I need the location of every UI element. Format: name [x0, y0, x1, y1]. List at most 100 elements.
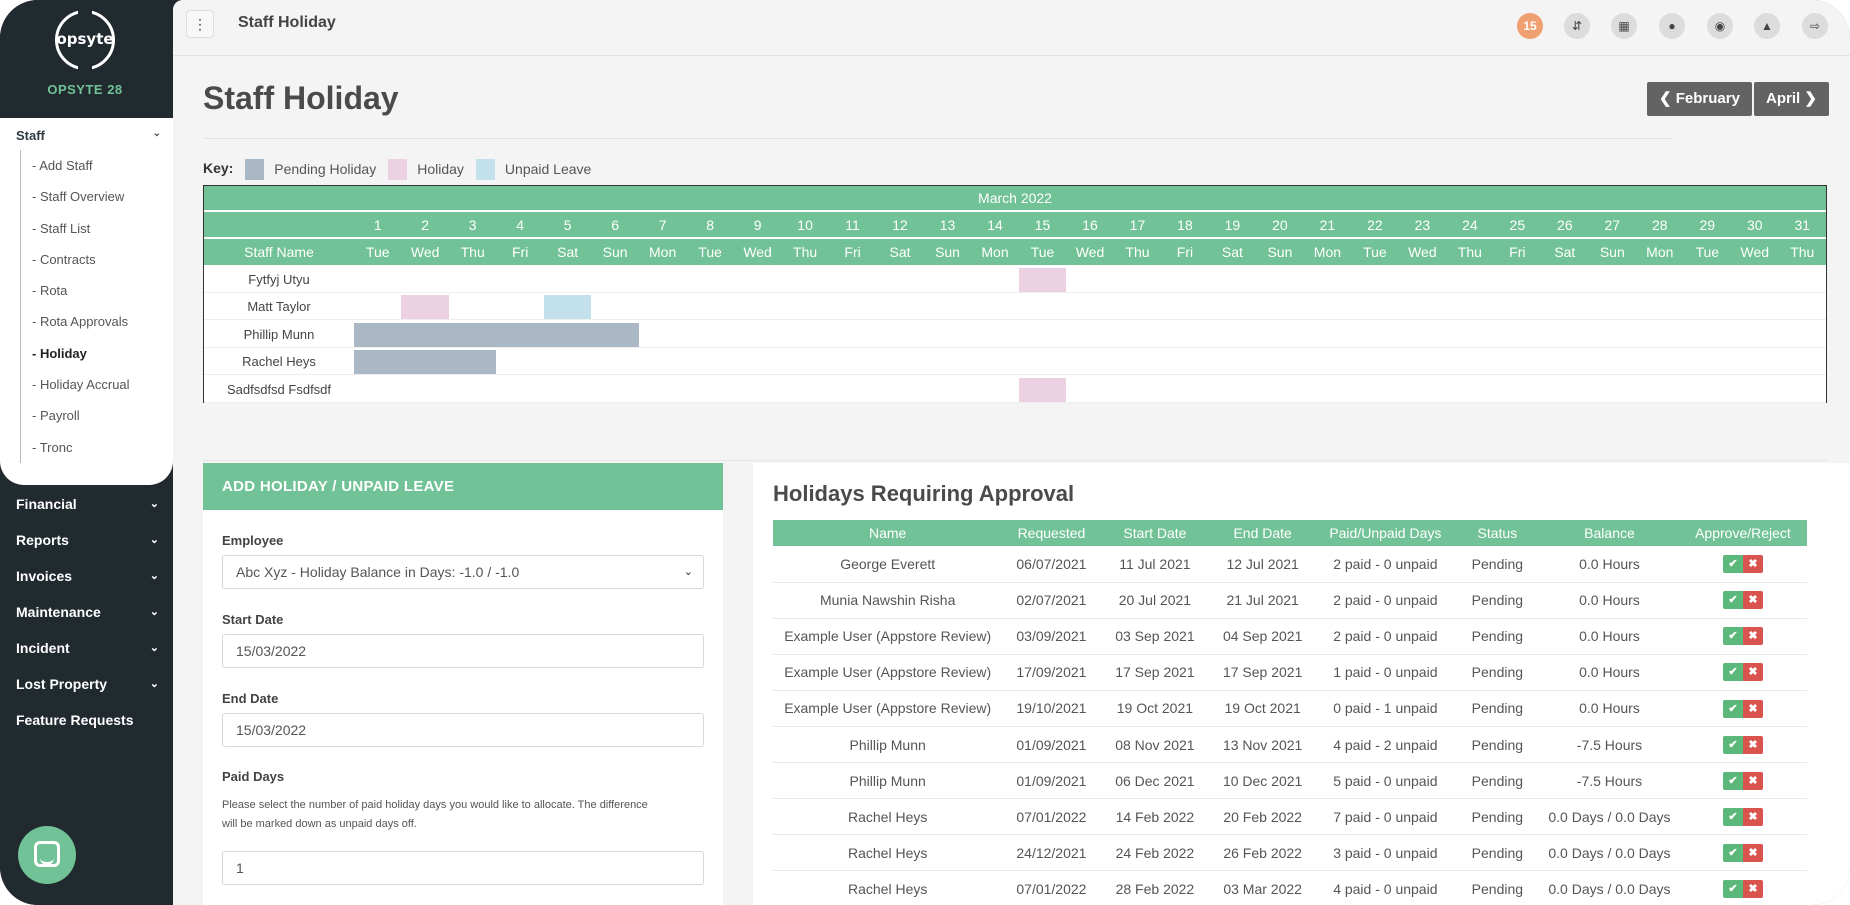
approve-button[interactable]: ✔	[1722, 627, 1743, 646]
approve-button[interactable]: ✔	[1722, 554, 1743, 573]
next-month-label: April	[1766, 90, 1801, 107]
approve-button[interactable]: ✔	[1722, 735, 1743, 754]
globe-icon[interactable]: ◉	[1707, 13, 1733, 39]
end-date-field[interactable]: 15/03/2022	[222, 713, 704, 747]
approve-button[interactable]: ✔	[1722, 807, 1743, 826]
day-name: Wed	[1740, 244, 1770, 260]
approve-button[interactable]: ✔	[1722, 843, 1743, 862]
table-cell: 0.0 Hours	[1540, 546, 1679, 583]
calendar-day-numbers: 1 2 3 4 5 6 7 8 9 10 11 12 13 14 15 16 17 18 19 20 21 22 23 24 2…	[204, 212, 1826, 238]
table-row: Rachel Heys 07/01/2022 28 Feb 2022 03 Mar 2…	[773, 870, 1807, 905]
start-date-field[interactable]: 15/03/2022	[222, 634, 704, 668]
holiday-block-holiday[interactable]	[401, 295, 449, 320]
table-cell: 5 paid - 0 unpaid	[1316, 762, 1455, 800]
table-cell: 03/09/2021	[1002, 618, 1101, 655]
sidebar-item-staff[interactable]: Staff ⌄	[16, 128, 161, 143]
sidebar-item-financial[interactable]: Financial ⌄	[0, 486, 173, 522]
table-cell: 0.0 Days / 0.0 Days	[1540, 798, 1679, 836]
table-cell: 03 Mar 2022	[1209, 870, 1316, 905]
sort-icon[interactable]: ⇵	[1564, 13, 1590, 39]
day-number: 24	[1462, 217, 1478, 233]
employee-select[interactable]: Abc Xyz - Holiday Balance in Days: -1.0 …	[222, 555, 704, 589]
reject-button[interactable]: ✖	[1742, 627, 1763, 646]
prev-month-button[interactable]: ❮ February	[1647, 82, 1752, 116]
day-number: 5	[563, 217, 572, 233]
day-name: Tue	[698, 244, 722, 260]
day-number: 19	[1224, 217, 1241, 233]
sidebar-subitem-holiday-accrual[interactable]: - Holiday Accrual	[32, 377, 130, 393]
holiday-block-holiday[interactable]	[1018, 268, 1067, 292]
sidebar-subitem-staff-overview[interactable]: - Staff Overview	[32, 189, 125, 205]
sidebar-subitem-rota-approvals[interactable]: - Rota Approvals	[32, 314, 129, 330]
approve-button[interactable]: ✔	[1722, 591, 1743, 610]
staff-name: Fytfyj Utyu	[248, 272, 310, 287]
reject-button[interactable]: ✖	[1742, 843, 1763, 862]
reject-button[interactable]: ✖	[1742, 699, 1763, 718]
paid-days-field[interactable]: 1	[222, 851, 704, 885]
team-icon[interactable]: ●	[1659, 13, 1685, 39]
table-row: Rachel Heys 07/01/2022 14 Feb 2022 20 Feb 2…	[773, 798, 1807, 836]
sidebar-item-reports[interactable]: Reports ⌄	[0, 522, 173, 558]
menu-toggle-button[interactable]: ⋮	[186, 10, 214, 38]
table-cell: 04 Sep 2021	[1209, 618, 1316, 655]
grid-icon[interactable]: ▦	[1611, 13, 1637, 39]
logo[interactable]: opsyte	[0, 0, 173, 112]
approve-button[interactable]: ✔	[1722, 699, 1743, 718]
reject-button[interactable]: ✖	[1742, 663, 1763, 682]
day-name: Tue	[1695, 244, 1720, 260]
table-cell: 13 Nov 2021	[1209, 726, 1316, 764]
sidebar-item-maintenance[interactable]: Maintenance ⌄	[0, 594, 173, 630]
table-cell: 24 Feb 2022	[1100, 834, 1210, 872]
sidebar-subitem-add-staff[interactable]: - Add Staff	[32, 158, 93, 173]
day-number: 10	[797, 217, 813, 233]
holiday-block-pending[interactable]	[354, 350, 497, 375]
approve-button[interactable]: ✔	[1722, 880, 1743, 899]
chat-button[interactable]	[18, 826, 76, 884]
day-name: Sat	[557, 244, 579, 260]
sidebar-subitem-holiday[interactable]: - Holiday	[32, 345, 87, 361]
table-cell: 0.0 Hours	[1540, 690, 1679, 727]
reject-button[interactable]: ✖	[1742, 880, 1763, 899]
table-cell: Pending	[1454, 618, 1541, 655]
reject-button[interactable]: ✖	[1742, 807, 1763, 826]
day-name: Sun	[602, 244, 628, 260]
sidebar-item-feature-requests[interactable]: Feature Requests	[0, 702, 173, 738]
sidebar-item-invoices[interactable]: Invoices ⌄	[0, 558, 173, 594]
next-month-button[interactable]: April ❯	[1754, 82, 1829, 116]
paid-days-help: Please select the number of paid holiday…	[222, 799, 648, 830]
table-cell: 06/07/2021	[1002, 546, 1101, 583]
day-name: Thu	[1125, 244, 1150, 260]
user-icon[interactable]: ▲	[1754, 13, 1780, 39]
sidebar-item-lost-property[interactable]: Lost Property ⌄	[0, 666, 173, 702]
column-header: End Date	[1209, 520, 1316, 546]
table-cell: Pending	[1454, 762, 1541, 800]
table-cell: Pending	[1454, 870, 1541, 905]
approve-reject-cell: ✔ ✖	[1678, 618, 1807, 655]
sidebar-item-incident[interactable]: Incident ⌄	[0, 630, 173, 666]
holiday-block-unpaid[interactable]	[543, 295, 592, 320]
notification-badge[interactable]: 15	[1517, 13, 1543, 39]
sidebar-subitem-staff-list[interactable]: - Staff List	[32, 220, 91, 236]
table-cell: 0.0 Days / 0.0 Days	[1540, 834, 1679, 872]
sidebar-subitem-contracts[interactable]: - Contracts	[32, 251, 96, 267]
holiday-block-pending[interactable]	[354, 322, 639, 347]
table-cell: 03 Sep 2021	[1100, 618, 1210, 655]
reject-button[interactable]: ✖	[1742, 771, 1763, 790]
sidebar-item-label: Incident	[16, 640, 70, 656]
logout-icon[interactable]: ⇨	[1802, 13, 1828, 39]
column-header: Requested	[1002, 520, 1101, 546]
reject-button[interactable]: ✖	[1742, 591, 1763, 610]
holiday-block-holiday[interactable]	[1018, 377, 1067, 402]
staff-menu: Staff ⌄ - Add Staff - Staff Overview - Sta…	[0, 118, 173, 485]
day-name: Wed	[743, 244, 772, 260]
reject-button[interactable]: ✖	[1742, 554, 1763, 573]
sidebar-subitem-rota[interactable]: - Rota	[32, 283, 68, 299]
approve-button[interactable]: ✔	[1722, 771, 1743, 790]
table-cell: -7.5 Hours	[1540, 726, 1679, 764]
approve-button[interactable]: ✔	[1722, 663, 1743, 682]
sidebar-subitem-payroll[interactable]: - Payroll	[32, 408, 80, 424]
table-cell: 14 Feb 2022	[1100, 798, 1210, 836]
reject-button[interactable]: ✖	[1742, 735, 1763, 754]
day-name: Sat	[1554, 244, 1576, 260]
sidebar-subitem-tronc[interactable]: - Tronc	[32, 439, 73, 455]
